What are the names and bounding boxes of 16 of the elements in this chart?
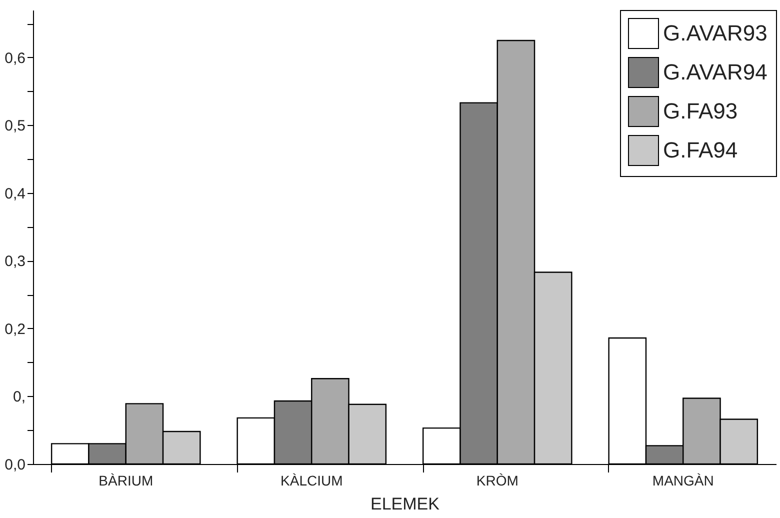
legend-label: G.FA94	[663, 138, 738, 162]
y-tick-label: 0,6	[4, 50, 26, 67]
x-tick-label: KRÒM	[476, 472, 518, 488]
x-axis-title: ELEMEK	[370, 494, 440, 514]
y-tick-label: 0,	[12, 388, 26, 406]
y-tick-label: 0,5	[4, 118, 26, 135]
x-tick-label: MANGÀN	[652, 472, 714, 488]
y-tick-label: 0,0	[4, 456, 26, 474]
legend-label: G.AVAR94	[663, 60, 768, 84]
y-tick-label: 0,3	[4, 253, 26, 270]
y-tick-label: 0,2	[4, 320, 26, 338]
x-tick-label: KÀLCIUM	[280, 472, 343, 488]
y-tick-label: 0,4	[4, 185, 26, 202]
x-tick-label: BÀRIUM	[98, 472, 154, 488]
legend-label: G.FA93	[663, 98, 738, 124]
legend-label: G.AVAR93	[663, 20, 768, 46]
